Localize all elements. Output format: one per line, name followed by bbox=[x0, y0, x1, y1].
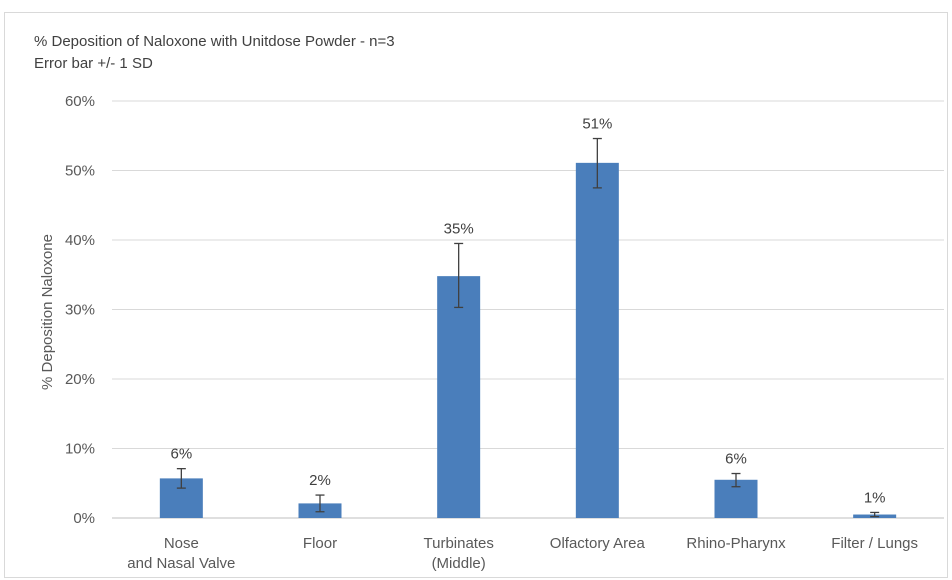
data-label: 35% bbox=[444, 220, 474, 237]
error-bar bbox=[592, 137, 602, 189]
y-tick-labels: 0% 10% 20% 30% 40% 50% 60% bbox=[65, 93, 95, 527]
data-label: 6% bbox=[170, 446, 192, 463]
y-tick-label: 60% bbox=[65, 93, 95, 110]
error-bars bbox=[176, 137, 880, 518]
chart-title: % Deposition of Naloxone with Unitdose P… bbox=[34, 33, 395, 50]
y-tick-label: 0% bbox=[73, 510, 95, 527]
y-tick-label: 10% bbox=[65, 441, 95, 458]
data-label: 6% bbox=[725, 451, 747, 468]
category-label: Turbinates (Middle) bbox=[424, 535, 494, 572]
error-bar bbox=[454, 242, 464, 309]
category-label: Rhino-Pharynx bbox=[686, 535, 786, 552]
y-tick-label: 30% bbox=[65, 302, 95, 319]
category-label: Nose and Nasal Valve bbox=[127, 535, 235, 572]
error-bar bbox=[176, 468, 186, 489]
category-label: Olfactory Area bbox=[550, 535, 646, 552]
error-bar bbox=[731, 472, 741, 488]
gridlines bbox=[112, 100, 944, 519]
bars bbox=[159, 162, 897, 519]
bar bbox=[437, 276, 481, 518]
category-label: Floor bbox=[303, 535, 337, 552]
data-labels: 6% 2% 35% 51% 6% 1% bbox=[170, 116, 885, 507]
bar bbox=[575, 162, 619, 519]
data-label: 1% bbox=[864, 489, 886, 506]
error-bar bbox=[870, 511, 880, 518]
y-tick-label: 40% bbox=[65, 232, 95, 249]
y-axis-title: % Deposition Naloxone bbox=[39, 234, 56, 390]
y-tick-label: 20% bbox=[65, 371, 95, 388]
error-bar bbox=[315, 494, 325, 513]
data-label: 51% bbox=[582, 116, 612, 133]
category-labels: Nose and Nasal Valve Floor Turbinates (Middl… bbox=[127, 535, 918, 572]
data-label: 2% bbox=[309, 472, 331, 489]
category-label: Filter / Lungs bbox=[831, 535, 918, 552]
y-tick-label: 50% bbox=[65, 163, 95, 180]
chart-subtitle: Error bar +/- 1 SD bbox=[34, 55, 153, 72]
